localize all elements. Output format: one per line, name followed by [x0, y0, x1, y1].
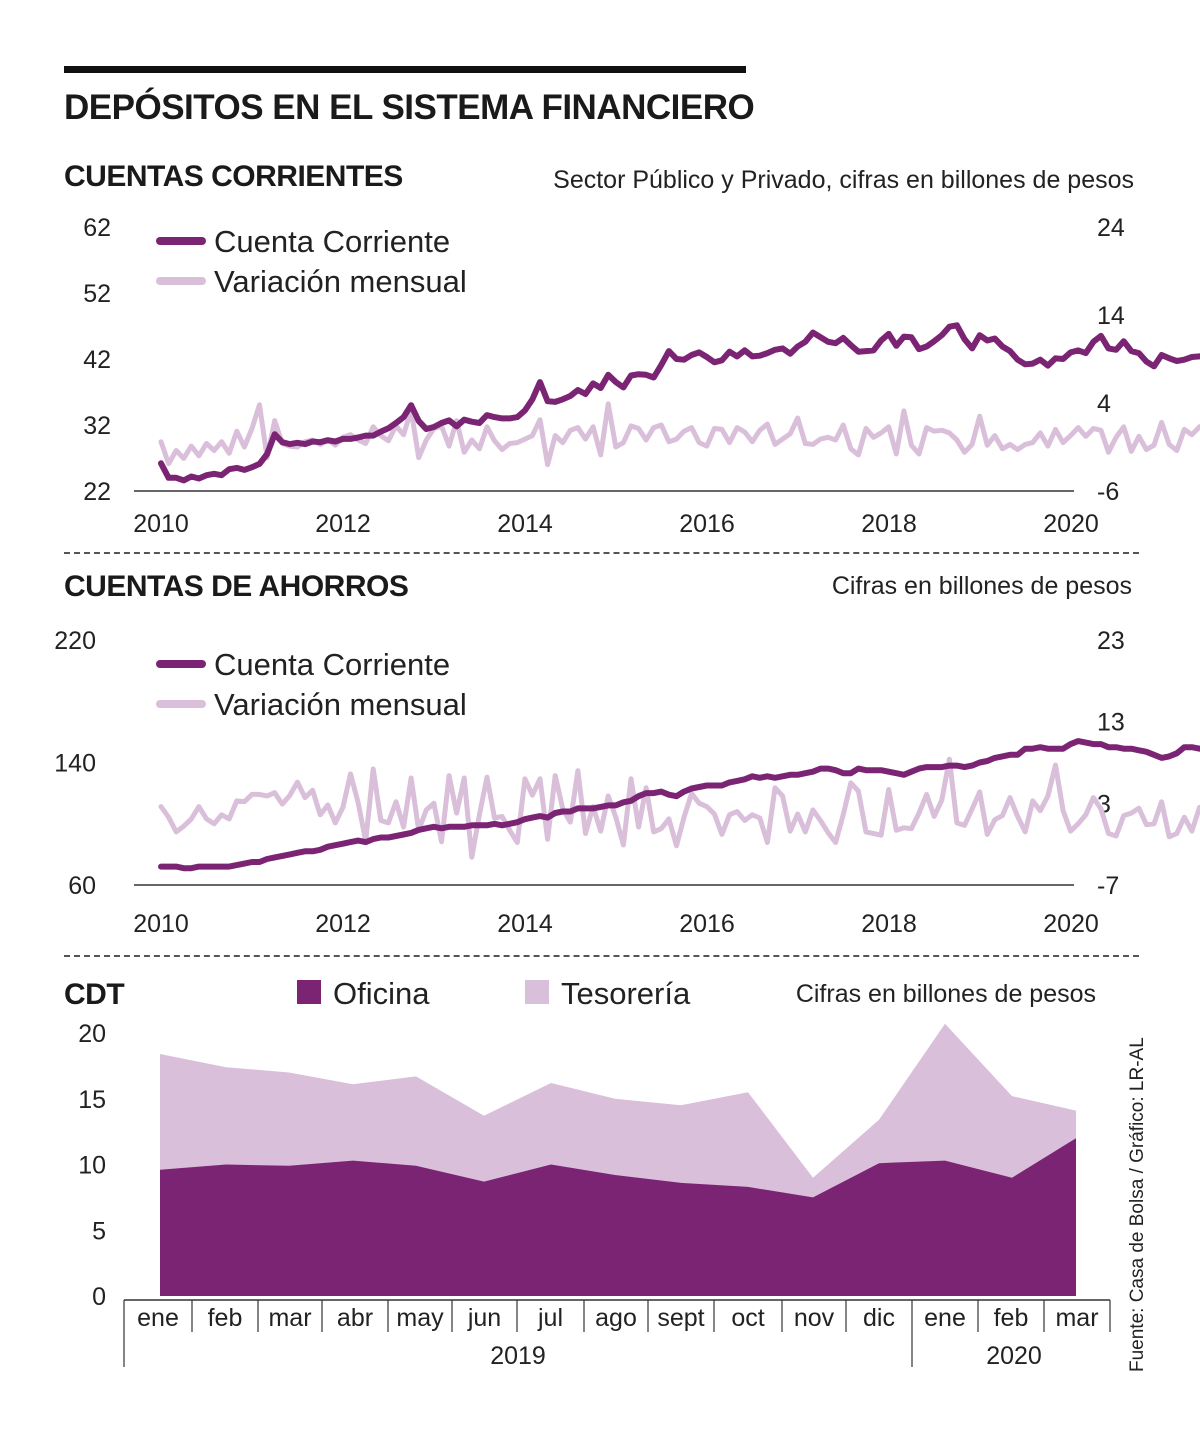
- y-tick-label-right: 23: [1097, 627, 1125, 655]
- y-tick-label-left: 140: [54, 750, 96, 778]
- legend-label: Tesorería: [561, 976, 691, 1011]
- y-tick-label-left: 62: [83, 214, 111, 242]
- y-tick-label-left: 32: [83, 412, 111, 440]
- section-note-cdt: Cifras en billones de pesos: [795, 980, 1096, 1008]
- y-tick-label-left: 52: [83, 280, 111, 308]
- x-tick-label: sept: [657, 1304, 704, 1332]
- section-note-ahorros: Cifras en billones de pesos: [831, 572, 1132, 600]
- y-tick-label-left: 60: [68, 872, 96, 900]
- legend-swatch: [525, 980, 549, 1004]
- section-title-ahorros: CUENTAS DE AHORROS: [64, 570, 409, 603]
- y-tick-label-left: 22: [83, 478, 111, 506]
- section-title-cdt: CDT: [64, 978, 125, 1011]
- y-tick-label: 15: [78, 1086, 106, 1114]
- x-tick-label: feb: [208, 1304, 243, 1332]
- series-line-variacion-mensual: [158, 756, 1200, 860]
- x-tick-label: jun: [467, 1304, 501, 1332]
- y-tick-label-left: 220: [54, 627, 96, 655]
- y-tick-label-right: 13: [1097, 709, 1125, 737]
- section-divider: [64, 955, 1139, 957]
- x-tick-label: 2018: [861, 510, 917, 538]
- x-tick-label: 2016: [679, 910, 735, 938]
- x-tick-label: may: [396, 1304, 444, 1332]
- x-tick-label: 2014: [497, 910, 553, 938]
- x-tick-label: oct: [731, 1304, 764, 1332]
- y-tick-label: 20: [78, 1020, 106, 1048]
- legend-label: Variación mensual: [214, 687, 467, 722]
- y-tick-label-right: 14: [1097, 302, 1125, 330]
- series-line-cuenta-corriente: [158, 738, 1200, 872]
- x-tick-label: dic: [863, 1304, 895, 1332]
- x-tick-label: jul: [537, 1304, 563, 1332]
- x-tick-label: feb: [994, 1304, 1029, 1332]
- legend-swatch: [297, 980, 321, 1004]
- x-tick-label: 2012: [315, 910, 371, 938]
- section-title-corrientes: CUENTAS CORRIENTES: [64, 160, 403, 193]
- page-title: DEPÓSITOS EN EL SISTEMA FINANCIERO: [64, 88, 755, 127]
- y-tick-label-right: -7: [1097, 872, 1119, 900]
- legend-label: Cuenta Corriente: [214, 224, 450, 259]
- y-tick-label: 5: [92, 1217, 106, 1245]
- y-tick-label-right: -6: [1097, 478, 1119, 506]
- y-tick-label-right: 4: [1097, 390, 1111, 418]
- x-tick-label: 2010: [133, 910, 189, 938]
- y-tick-label: 0: [92, 1283, 106, 1311]
- x-tick-label: 2014: [497, 510, 553, 538]
- x-tick-label: mar: [1055, 1304, 1098, 1332]
- x-tick-label: 2020: [1043, 510, 1099, 538]
- x-tick-label: 2010: [133, 510, 189, 538]
- legend-label: Cuenta Corriente: [214, 647, 450, 682]
- y-tick-label: 10: [78, 1152, 106, 1180]
- y-tick-label-left: 42: [83, 346, 111, 374]
- x-tick-label: 2012: [315, 510, 371, 538]
- x-tick-label: ene: [924, 1304, 966, 1332]
- legend-label: Variación mensual: [214, 264, 467, 299]
- year-label: 2020: [986, 1342, 1042, 1370]
- x-tick-label: ene: [137, 1304, 179, 1332]
- x-tick-label: 2016: [679, 510, 735, 538]
- section-note-corrientes: Sector Público y Privado, cifras en bill…: [553, 166, 1134, 194]
- x-tick-label: 2018: [861, 910, 917, 938]
- title-rule: [64, 66, 746, 73]
- legend-label: Oficina: [333, 976, 430, 1011]
- x-tick-label: mar: [268, 1304, 311, 1332]
- y-tick-label-right: 24: [1097, 214, 1125, 242]
- series-line-cuenta-corriente: [158, 322, 1200, 484]
- series-line-variacion-mensual: [158, 401, 1200, 468]
- area-oficina: [160, 1138, 1076, 1296]
- section-divider: [64, 552, 1139, 554]
- x-tick-label: ago: [595, 1304, 637, 1332]
- year-label: 2019: [490, 1342, 546, 1370]
- x-tick-label: abr: [337, 1304, 373, 1332]
- x-tick-label: nov: [794, 1304, 835, 1332]
- x-tick-label: 2020: [1043, 910, 1099, 938]
